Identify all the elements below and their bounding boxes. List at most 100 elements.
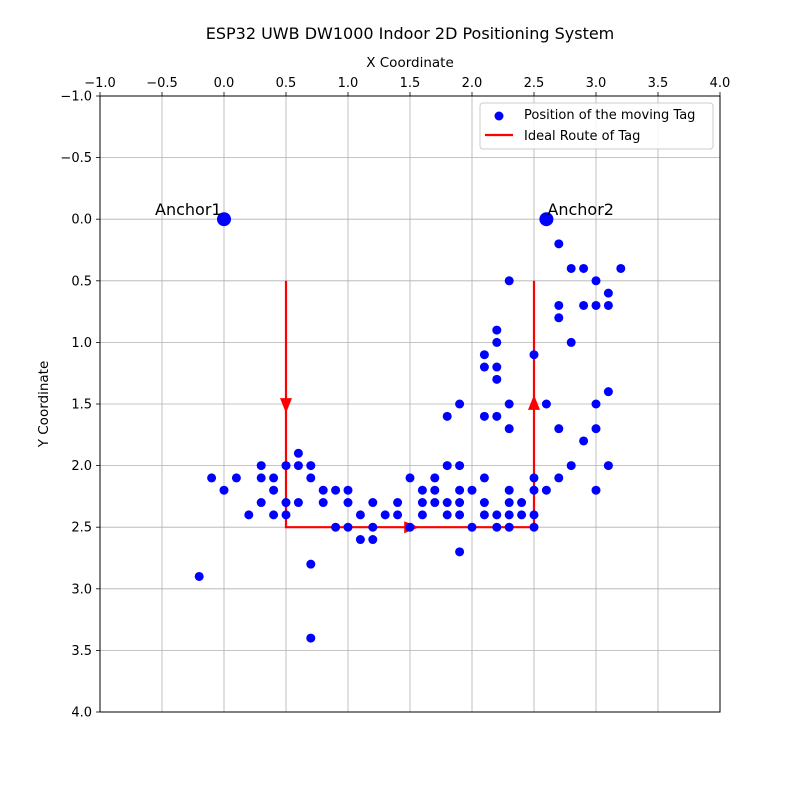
tag-point: [256, 473, 266, 483]
tag-point: [517, 498, 527, 508]
tag-point: [504, 498, 514, 508]
tag-point: [430, 485, 440, 495]
tag-point: [455, 510, 465, 520]
tag-point: [281, 510, 291, 520]
x-tick-label: −0.5: [146, 76, 178, 91]
tag-point: [442, 461, 452, 471]
tag-point: [269, 473, 279, 483]
tag-point: [579, 436, 589, 446]
x-tick-label: 4.0: [710, 76, 731, 91]
anchor-label: Anchor2: [547, 200, 614, 219]
x-tick-label: 0.0: [214, 76, 235, 91]
tag-point: [529, 485, 539, 495]
tag-point: [306, 461, 316, 471]
tag-point: [343, 485, 353, 495]
tag-point: [368, 535, 378, 545]
tag-point: [603, 387, 613, 397]
anchor-marker: [217, 212, 231, 227]
tag-point: [355, 535, 365, 545]
tag-point: [281, 461, 291, 471]
tag-point: [343, 498, 353, 508]
tag-point: [541, 399, 551, 409]
tag-point: [504, 522, 514, 532]
tag-point: [293, 448, 303, 458]
tag-point: [554, 300, 564, 310]
tag-point: [479, 510, 489, 520]
tag-point: [504, 276, 514, 286]
tag-point: [479, 411, 489, 421]
tag-point: [529, 522, 539, 532]
y-tick-label: 0.0: [71, 213, 92, 228]
tag-point: [207, 473, 217, 483]
legend-route-label: Ideal Route of Tag: [524, 129, 640, 144]
tag-point: [281, 498, 291, 508]
axis-ticks: −1.0 −0.5 0.0 0.5 1.0 1.5 2.0 2.5 3.0 3.5 4.0 −1.0 −…: [60, 76, 730, 721]
tag-point: [231, 473, 241, 483]
y-tick-label: 1.5: [71, 398, 92, 413]
tag-point: [219, 485, 229, 495]
x-tick-label: 2.5: [524, 76, 545, 91]
tag-point: [504, 424, 514, 434]
tag-point: [455, 461, 465, 471]
tag-point: [306, 473, 316, 483]
route-arrow: [528, 394, 540, 410]
tag-point: [529, 510, 539, 520]
tag-point: [492, 510, 502, 520]
tag-point: [579, 263, 589, 273]
tag-point: [566, 461, 576, 471]
anchor-marker: [539, 212, 554, 227]
tag-point: [293, 498, 303, 508]
tag-point: [331, 522, 341, 532]
tag-point: [269, 485, 279, 495]
y-tick-label: −0.5: [60, 151, 92, 166]
tag-point: [380, 510, 390, 520]
tag-point: [455, 485, 465, 495]
y-tick-label: 1.0: [71, 336, 92, 351]
x-tick-label: 3.0: [586, 76, 607, 91]
tag-point: [430, 473, 440, 483]
x-tick-label: 3.5: [648, 76, 669, 91]
tag-point: [405, 473, 415, 483]
y-tick-label: −1.0: [60, 90, 92, 105]
tag-point: [318, 485, 328, 495]
tag-point: [306, 559, 316, 569]
tag-point: [591, 276, 601, 286]
tag-point: [529, 473, 539, 483]
tag-point: [455, 547, 465, 557]
tag-point: [393, 510, 403, 520]
tag-point: [442, 411, 452, 421]
tag-point: [318, 498, 328, 508]
y-tick-label: 4.0: [71, 706, 92, 721]
tag-point: [455, 498, 465, 508]
tag-point: [479, 498, 489, 508]
x-tick-label: 1.5: [400, 76, 421, 91]
legend: Position of the moving Tag Ideal Route of…: [479, 102, 714, 150]
tag-point: [554, 313, 564, 323]
tag-point: [256, 498, 266, 508]
tag-point: [603, 300, 613, 310]
y-tick-label: 0.5: [71, 274, 92, 289]
tag-point: [529, 350, 539, 360]
tag-point: [591, 300, 601, 310]
tag-point: [194, 571, 204, 581]
plot-frame: [99, 95, 721, 713]
tag-point: [616, 263, 626, 273]
y-tick-label: 3.5: [71, 644, 92, 659]
tag-point: [492, 522, 502, 532]
y-axis-label: Y Coordinate: [36, 361, 52, 449]
route-arrow: [280, 398, 292, 414]
tag-point: [269, 510, 279, 520]
tag-point: [517, 510, 527, 520]
tag-point: [306, 633, 316, 643]
tag-point: [368, 522, 378, 532]
tag-point: [591, 399, 601, 409]
x-axis-label: X Coordinate: [366, 55, 454, 71]
x-tick-label: 0.5: [276, 76, 297, 91]
tag-point: [566, 263, 576, 273]
tag-point: [504, 485, 514, 495]
x-tick-label: 1.0: [338, 76, 359, 91]
tag-point: [417, 510, 427, 520]
tag-point: [492, 362, 502, 372]
tag-point: [417, 485, 427, 495]
